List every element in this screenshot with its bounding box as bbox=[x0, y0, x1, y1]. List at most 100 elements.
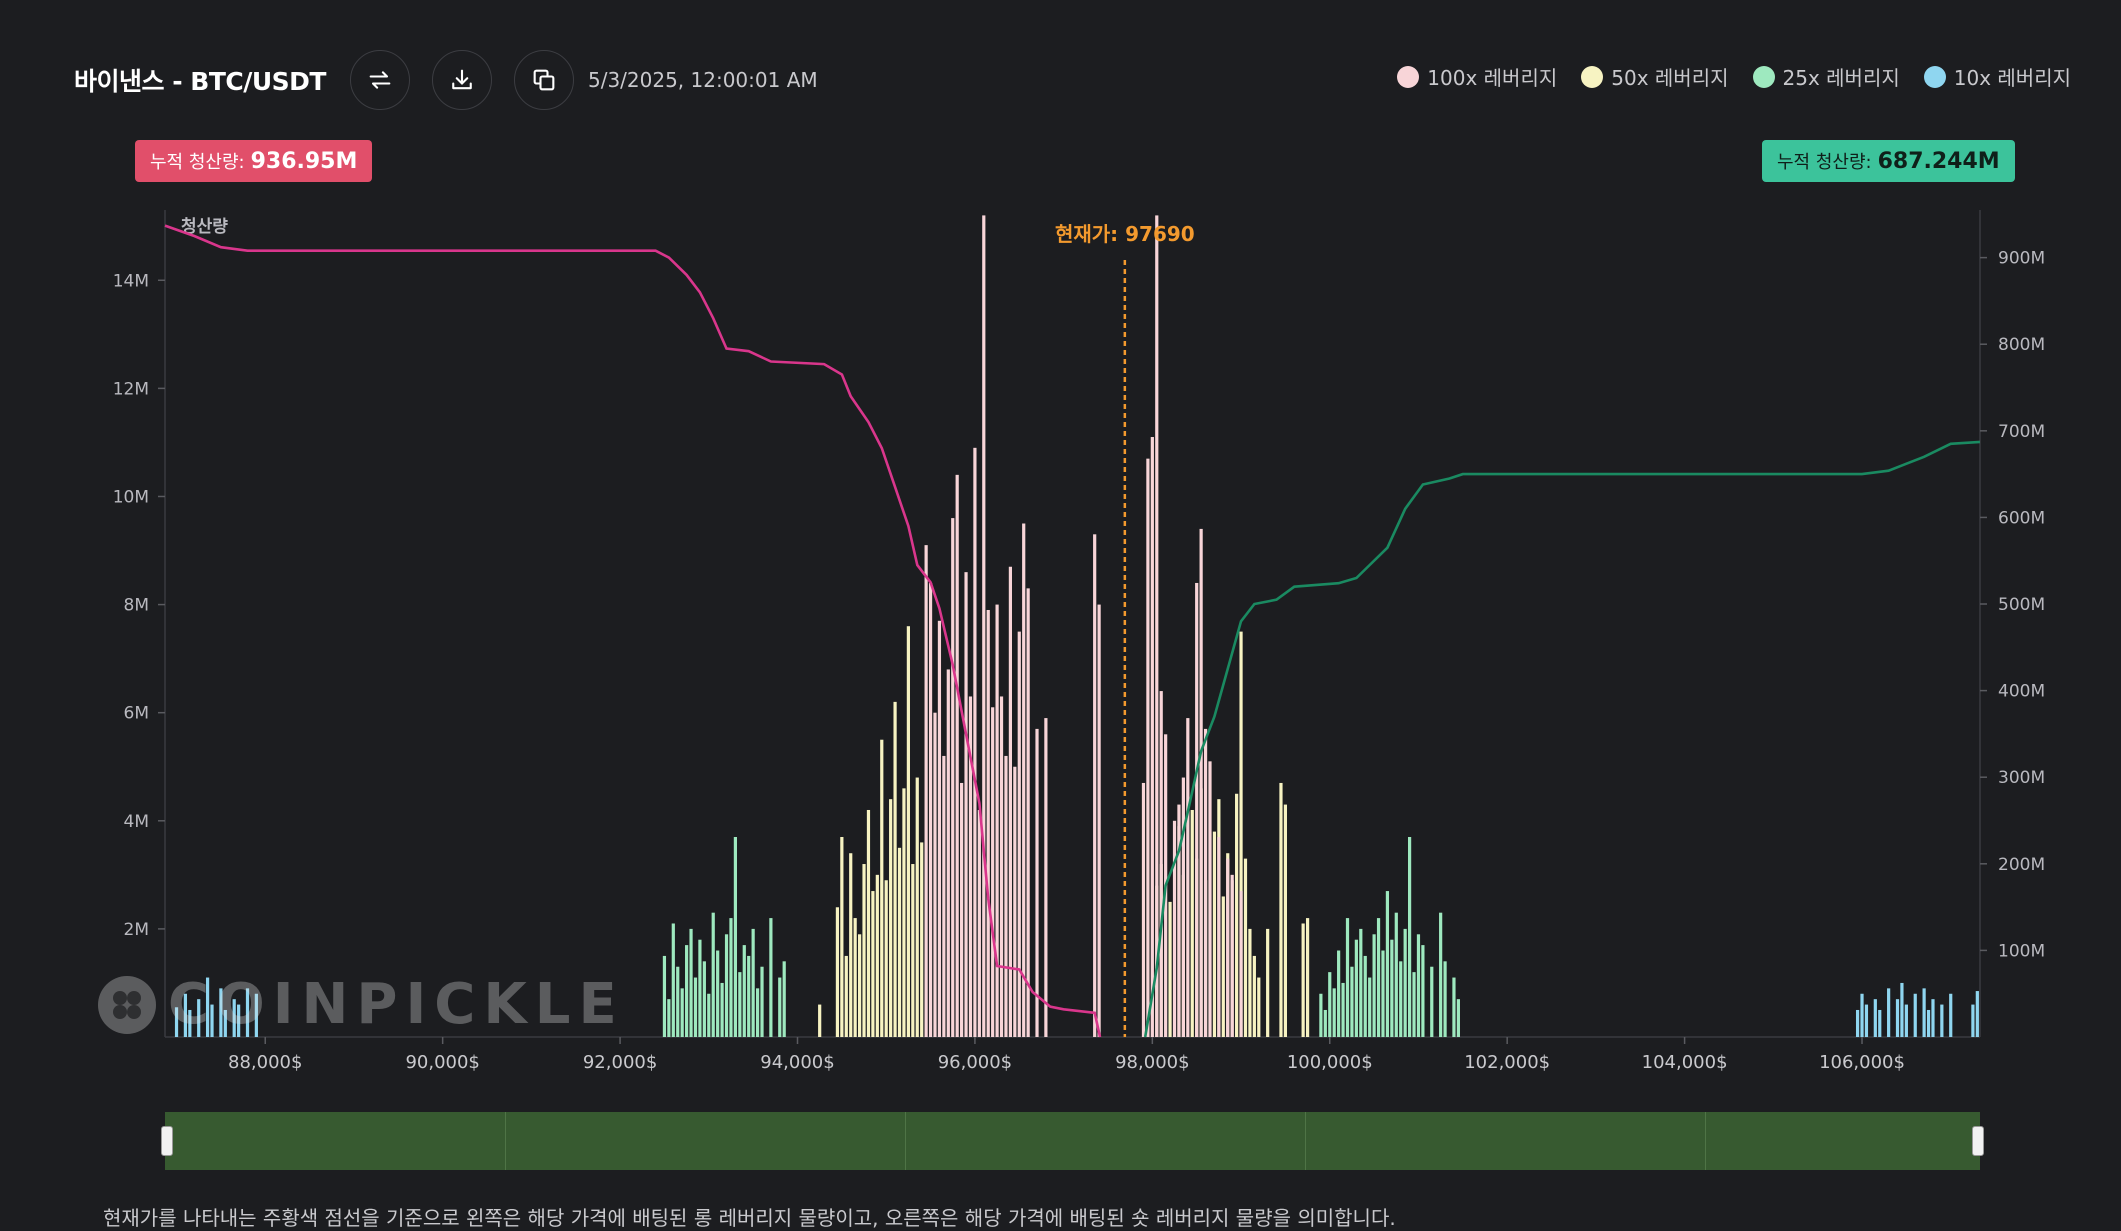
liquidation-bar bbox=[720, 982, 724, 1037]
legend-label-50x: 50x 레버리지 bbox=[1611, 66, 1729, 90]
liquidation-bar bbox=[1407, 837, 1412, 1037]
liquidation-bar bbox=[946, 669, 950, 1037]
liquidation-bar bbox=[1181, 777, 1185, 1037]
legend-item-25x[interactable]: 25x 레버리지 bbox=[1752, 62, 1900, 91]
liquidation-bar bbox=[1430, 966, 1434, 1037]
liquidation-bar bbox=[778, 977, 782, 1037]
y-tick-label-right: 900M bbox=[1998, 249, 2045, 269]
watermark: COINPICKLE bbox=[98, 972, 625, 1037]
long-cumulative-badge: 누적 청산량: 936.95M bbox=[135, 140, 373, 182]
liquidation-bar bbox=[1026, 588, 1030, 1037]
liquidation-bar bbox=[702, 961, 706, 1037]
liquidation-bar bbox=[995, 604, 999, 1037]
liquidation-bar bbox=[1155, 215, 1159, 1038]
liquidation-bar bbox=[183, 993, 188, 1037]
liquidation-bar bbox=[1035, 728, 1039, 1037]
coinpickle-logo-icon bbox=[98, 975, 156, 1034]
legend-item-10x[interactable]: 10x 레버리지 bbox=[1923, 62, 2071, 91]
liquidation-bar bbox=[755, 988, 760, 1037]
liquidation-bar bbox=[862, 864, 866, 1037]
y-tick-label-right: 400M bbox=[1998, 682, 2045, 702]
liquidation-bar bbox=[1305, 918, 1310, 1037]
liquidation-bar bbox=[1141, 782, 1146, 1037]
liquidation-bar bbox=[1190, 809, 1194, 1037]
liquidation-bar bbox=[1971, 1004, 1975, 1037]
range-slider[interactable] bbox=[161, 1112, 1984, 1170]
liquidation-bar bbox=[1004, 755, 1008, 1037]
liquidation-bar bbox=[205, 977, 210, 1037]
liquidation-bar bbox=[676, 966, 680, 1037]
liquidation-chart: 청산량 2M 4M 6M 8M 10M 12M 14M 100M 200M 300M 400M 500M… bbox=[113, 210, 2045, 1073]
liquidation-bar bbox=[1022, 523, 1026, 1037]
legend-label-100x: 100x 레버리지 bbox=[1427, 66, 1558, 90]
liquidation-bar bbox=[711, 912, 715, 1037]
liquidation-bar bbox=[991, 707, 995, 1037]
liquidation-bar bbox=[1186, 718, 1190, 1037]
liquidation-bar bbox=[671, 923, 675, 1037]
liquidation-bar bbox=[849, 853, 853, 1037]
slider-handle-left[interactable] bbox=[161, 1126, 173, 1156]
refresh-button[interactable] bbox=[349, 50, 410, 110]
liquidation-bar bbox=[1150, 437, 1154, 1037]
liquidation-bar bbox=[782, 961, 786, 1037]
liquidation-bar bbox=[857, 934, 862, 1037]
long-cumulative-value: 936.95M bbox=[250, 148, 358, 174]
liquidation-bar bbox=[729, 918, 733, 1037]
liquidation-bar bbox=[698, 939, 702, 1037]
liquidation-bar bbox=[1146, 458, 1150, 1038]
liquidation-bar bbox=[818, 1004, 822, 1037]
liquidation-bar bbox=[724, 934, 729, 1037]
liquidation-bar bbox=[1368, 977, 1372, 1037]
liquidation-bar bbox=[897, 847, 902, 1037]
slider-handle-right[interactable] bbox=[1972, 1126, 1984, 1156]
liquidation-bar bbox=[197, 999, 201, 1037]
liquidation-bar bbox=[902, 788, 906, 1037]
liquidation-bar bbox=[1217, 837, 1221, 1037]
liquidation-bar bbox=[1239, 891, 1243, 1037]
liquidation-bar bbox=[1456, 999, 1460, 1037]
liquidation-bar bbox=[751, 928, 755, 1037]
liquidation-bar bbox=[1168, 901, 1172, 1037]
liquidation-bar bbox=[1235, 793, 1239, 1037]
liquidation-bar bbox=[1860, 993, 1864, 1037]
liquidation-bar bbox=[1301, 923, 1305, 1037]
liquidation-bar bbox=[1328, 972, 1332, 1037]
liquidation-bar bbox=[747, 955, 751, 1037]
y-tick-label-right: 600M bbox=[1998, 508, 2045, 528]
y-tick-label-right: 800M bbox=[1998, 335, 2045, 355]
slider-divider bbox=[1705, 1112, 1706, 1170]
liquidation-bar bbox=[871, 891, 875, 1037]
liquidation-bar bbox=[1878, 1009, 1882, 1037]
liquidation-bar bbox=[693, 977, 698, 1037]
copy-button[interactable] bbox=[513, 50, 574, 110]
watermark-text: COINPICKLE bbox=[168, 972, 625, 1037]
liquidation-bar bbox=[1341, 982, 1345, 1037]
legend-item-50x[interactable]: 50x 레버리지 bbox=[1581, 62, 1729, 91]
liquidation-bar bbox=[1323, 1009, 1327, 1037]
liquidation-bar bbox=[223, 1009, 227, 1037]
liquidation-bar bbox=[835, 907, 840, 1037]
liquidation-bar bbox=[1443, 961, 1447, 1037]
liquidation-bar bbox=[1212, 831, 1217, 1037]
legend-dot-100x bbox=[1397, 65, 1420, 88]
download-button[interactable] bbox=[431, 50, 492, 110]
liquidation-bar bbox=[1381, 950, 1385, 1037]
liquidation-bar bbox=[866, 809, 871, 1037]
liquidation-bar bbox=[884, 880, 888, 1037]
liquidation-bar bbox=[875, 874, 879, 1037]
liquidation-bar bbox=[933, 712, 937, 1037]
liquidation-bar bbox=[1332, 988, 1336, 1037]
liquidation-bar bbox=[986, 609, 990, 1037]
y-tick-label-left: 2M bbox=[124, 920, 149, 940]
liquidation-bar bbox=[937, 620, 942, 1037]
legend-label-25x: 25x 레버리지 bbox=[1782, 66, 1900, 90]
liquidation-bar bbox=[232, 999, 236, 1037]
liquidation-bar bbox=[1900, 982, 1904, 1037]
liquidation-bar bbox=[1926, 1009, 1931, 1037]
legend-item-100x[interactable]: 100x 레버리지 bbox=[1397, 62, 1557, 91]
liquidation-bar bbox=[880, 739, 884, 1037]
liquidation-bar bbox=[844, 955, 848, 1037]
liquidation-bar bbox=[853, 918, 857, 1037]
liquidation-bar bbox=[1887, 988, 1891, 1037]
liquidation-bar bbox=[1864, 1004, 1869, 1037]
